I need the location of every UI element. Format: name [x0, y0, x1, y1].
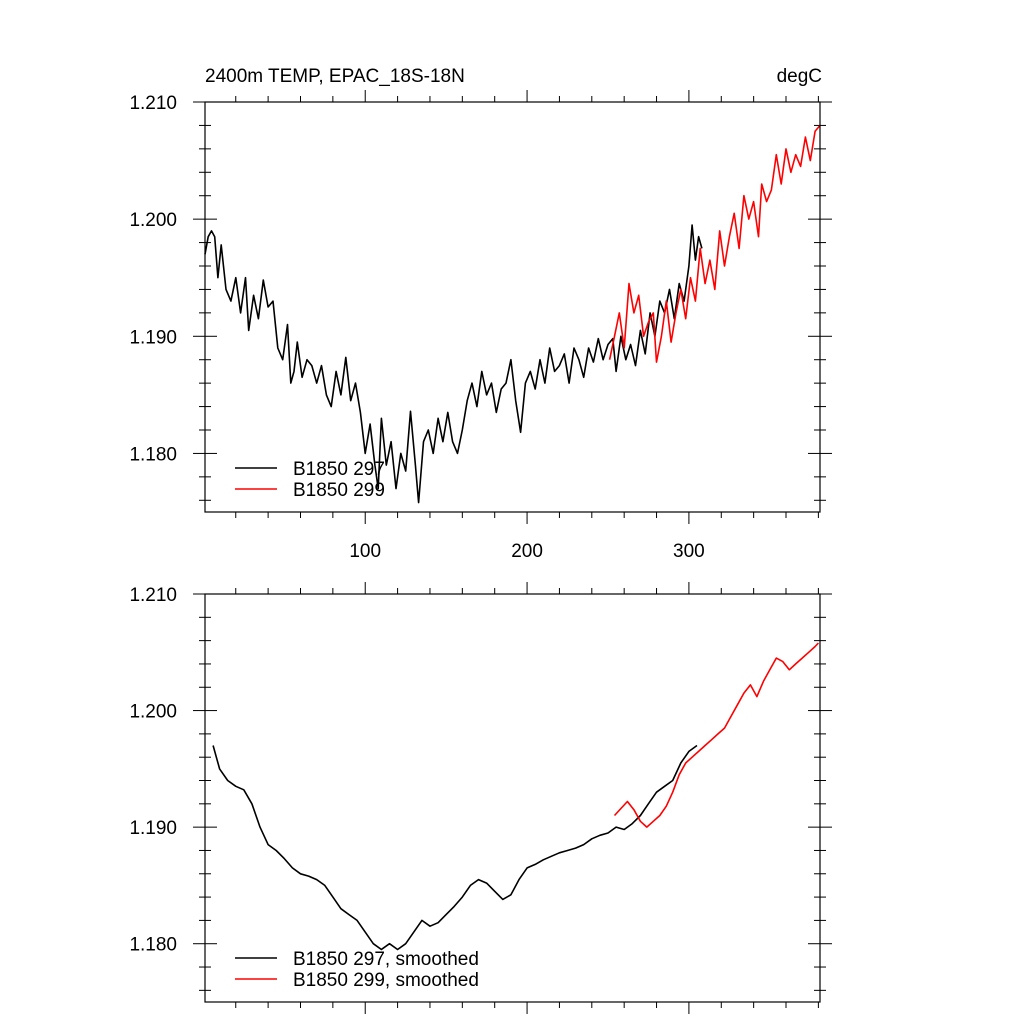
y-tick-label: 1.180	[129, 935, 177, 956]
top-chart: 2400m TEMP, EPAC_18S-18N degC 1.180 1.19…	[129, 66, 832, 562]
x-tick-label: 100	[349, 541, 381, 562]
chart-title: 2400m TEMP, EPAC_18S-18N	[205, 66, 465, 87]
y-tick-label: 1.190	[129, 327, 177, 348]
series-group	[204, 124, 821, 504]
plot-frame	[204, 101, 821, 513]
plot-frame	[204, 593, 821, 1003]
legend: B1850 297 B1850 299	[235, 459, 385, 501]
y-tick-label: 1.200	[129, 210, 177, 231]
chart-units-label: degC	[777, 66, 822, 87]
y-tick-label: 1.200	[129, 702, 177, 723]
legend: B1850 297, smoothed B1850 299, smoothed	[235, 949, 479, 991]
series-group	[212, 642, 819, 951]
bottom-chart: 1.180 1.190 1.200 1.210 B1850 297, smoot…	[129, 582, 832, 1014]
legend-label: B1850 297, smoothed	[293, 949, 479, 970]
axis-ticks	[193, 90, 832, 524]
series-line-b1850-299-smoothed	[613, 642, 819, 828]
y-tick-labels: 1.180 1.190 1.200 1.210	[129, 93, 177, 465]
y-tick-label: 1.190	[129, 818, 177, 839]
legend-label: B1850 299, smoothed	[293, 970, 479, 991]
y-tick-label: 1.210	[129, 585, 177, 606]
x-tick-label: 200	[511, 541, 543, 562]
series-line-b1850-297	[204, 224, 703, 504]
axis-ticks	[193, 582, 832, 1014]
legend-label: B1850 297	[293, 459, 385, 480]
series-line-b1850-297-smoothed	[212, 744, 698, 951]
y-tick-label: 1.180	[129, 444, 177, 465]
y-tick-labels: 1.180 1.190 1.200 1.210	[129, 585, 177, 956]
legend-label: B1850 299	[293, 480, 385, 501]
x-tick-labels: 100 200 300	[349, 541, 704, 562]
x-tick-label: 300	[673, 541, 705, 562]
y-tick-label: 1.210	[129, 93, 177, 114]
series-line-b1850-299	[608, 124, 821, 363]
